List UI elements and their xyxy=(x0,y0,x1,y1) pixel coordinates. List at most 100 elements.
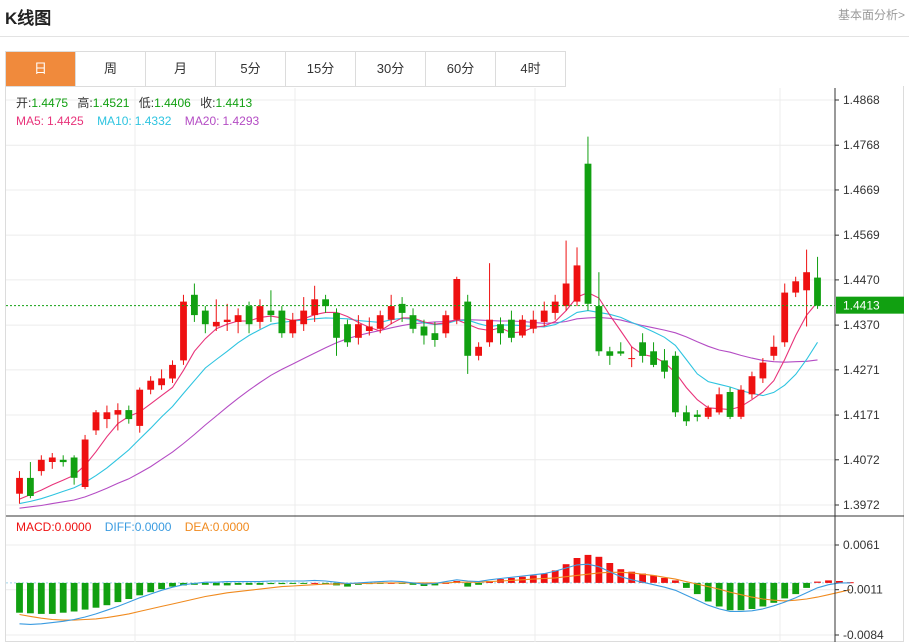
candle-body xyxy=(453,279,461,320)
price-tick-label: 1.4868 xyxy=(843,93,880,107)
macd-tick-label: -0.0011 xyxy=(843,583,883,597)
candle-body xyxy=(16,477,23,494)
candle-body xyxy=(639,342,646,356)
candle-body xyxy=(814,277,821,306)
macd-bar xyxy=(92,582,100,608)
candle-body xyxy=(212,321,220,327)
tab-30min[interactable]: 30分 xyxy=(356,52,426,86)
tab-day[interactable]: 日 xyxy=(6,52,76,86)
macd-bar xyxy=(136,582,144,596)
candle-body xyxy=(759,362,767,379)
candle-body xyxy=(344,324,351,343)
macd-bar xyxy=(48,582,56,614)
last-price-label: 1.4413 xyxy=(843,299,880,313)
macd-bar xyxy=(311,582,319,584)
price-tick-label: 1.4370 xyxy=(843,318,880,332)
macd-bar xyxy=(234,582,242,585)
macd-bar xyxy=(81,582,89,610)
candle-body xyxy=(497,324,504,334)
candle-body xyxy=(781,292,789,343)
tab-15min[interactable]: 15分 xyxy=(286,52,356,86)
candle-body xyxy=(715,394,723,413)
macd-bar xyxy=(672,580,679,583)
grid-lines xyxy=(6,88,904,642)
macd-bar xyxy=(628,571,636,583)
candle-body xyxy=(158,378,165,386)
macd-bar xyxy=(464,582,472,587)
candle-body xyxy=(693,414,701,417)
price-tick-label: 1.4669 xyxy=(843,183,880,197)
macd-bar xyxy=(551,570,559,583)
candle-body xyxy=(311,299,319,316)
macd-bar xyxy=(114,582,122,603)
tab-month[interactable]: 月 xyxy=(146,52,216,86)
period-tabs: 日 周 月 5分 15分 30分 60分 4时 xyxy=(5,51,566,87)
candle-body xyxy=(223,319,231,322)
macd-bar xyxy=(803,582,810,588)
candle-body xyxy=(409,315,417,329)
candle-body xyxy=(322,299,329,307)
candle-body xyxy=(355,324,362,338)
page-title: K线图 xyxy=(5,9,52,28)
candle-body xyxy=(464,301,472,356)
tab-60min[interactable]: 60分 xyxy=(426,52,496,86)
macd-bar xyxy=(704,582,712,602)
candle-body xyxy=(540,310,548,322)
tab-4hour[interactable]: 4时 xyxy=(496,52,566,86)
candle-body xyxy=(551,301,559,313)
macd-bar xyxy=(715,582,723,607)
macd-bar xyxy=(562,564,570,583)
candle-body xyxy=(365,326,373,331)
tab-week[interactable]: 周 xyxy=(76,52,146,86)
candle-body xyxy=(114,410,122,415)
macd-bar xyxy=(59,582,67,613)
price-tick-label: 1.4470 xyxy=(843,273,880,287)
macd-bar xyxy=(289,582,297,584)
macd-bar xyxy=(606,563,614,583)
candle-body xyxy=(442,315,450,334)
candle-body xyxy=(573,265,581,302)
candle-body xyxy=(431,333,439,340)
candle-body xyxy=(737,389,745,417)
candle-body xyxy=(398,303,406,313)
candle-body xyxy=(333,312,340,338)
macd-bar xyxy=(693,582,701,595)
macd-bar xyxy=(650,575,657,583)
ma-legend: MA5: 1.4425 MA10: 1.4332 MA20: 1.4293 xyxy=(16,114,260,128)
candle-body xyxy=(584,163,592,304)
macd-bar xyxy=(147,582,155,593)
macd-tick-label: -0.0084 xyxy=(843,628,884,642)
candle-body xyxy=(519,319,526,336)
macd-bar xyxy=(814,581,821,583)
price-tick-label: 1.3972 xyxy=(843,498,880,512)
candle-body xyxy=(27,477,34,496)
macd-bar xyxy=(639,573,646,583)
candle-body xyxy=(748,376,756,395)
macd-bar xyxy=(595,556,603,583)
ohlc-legend: 开:1.4475 高:1.4521 低:1.4406 收:1.4413 xyxy=(16,95,253,110)
macd-bar xyxy=(573,558,581,583)
candle-body xyxy=(256,306,264,322)
candle-body xyxy=(595,306,603,352)
candle-body xyxy=(103,412,111,420)
macd-bar xyxy=(169,582,176,587)
candle-body xyxy=(37,459,45,472)
macd-bar xyxy=(475,582,482,585)
macd-bar xyxy=(27,582,34,614)
candle-body xyxy=(628,358,636,360)
candle-body xyxy=(683,412,690,422)
candle-body xyxy=(650,351,657,365)
tab-5min[interactable]: 5分 xyxy=(216,52,286,86)
dea-line xyxy=(19,571,851,621)
candle-body xyxy=(169,364,176,379)
candle-body xyxy=(508,319,515,338)
candle-body xyxy=(803,272,810,291)
moving-average-lines xyxy=(19,291,818,509)
diff-line xyxy=(19,563,851,625)
macd-bar xyxy=(748,582,756,609)
macd-bar xyxy=(726,582,734,611)
fundamental-analysis-link[interactable]: 基本面分析> xyxy=(837,8,905,22)
macd-bar xyxy=(846,582,854,584)
candle-body xyxy=(234,315,242,322)
